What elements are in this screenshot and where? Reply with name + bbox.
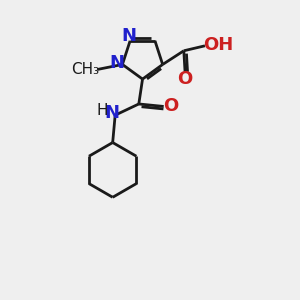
Text: O: O [164,98,179,116]
Text: O: O [177,70,193,88]
Text: N: N [110,54,124,72]
Text: CH₃: CH₃ [71,62,99,77]
Text: N: N [122,27,136,45]
Text: N: N [105,104,120,122]
Text: OH: OH [203,36,234,54]
Text: H: H [97,103,108,118]
